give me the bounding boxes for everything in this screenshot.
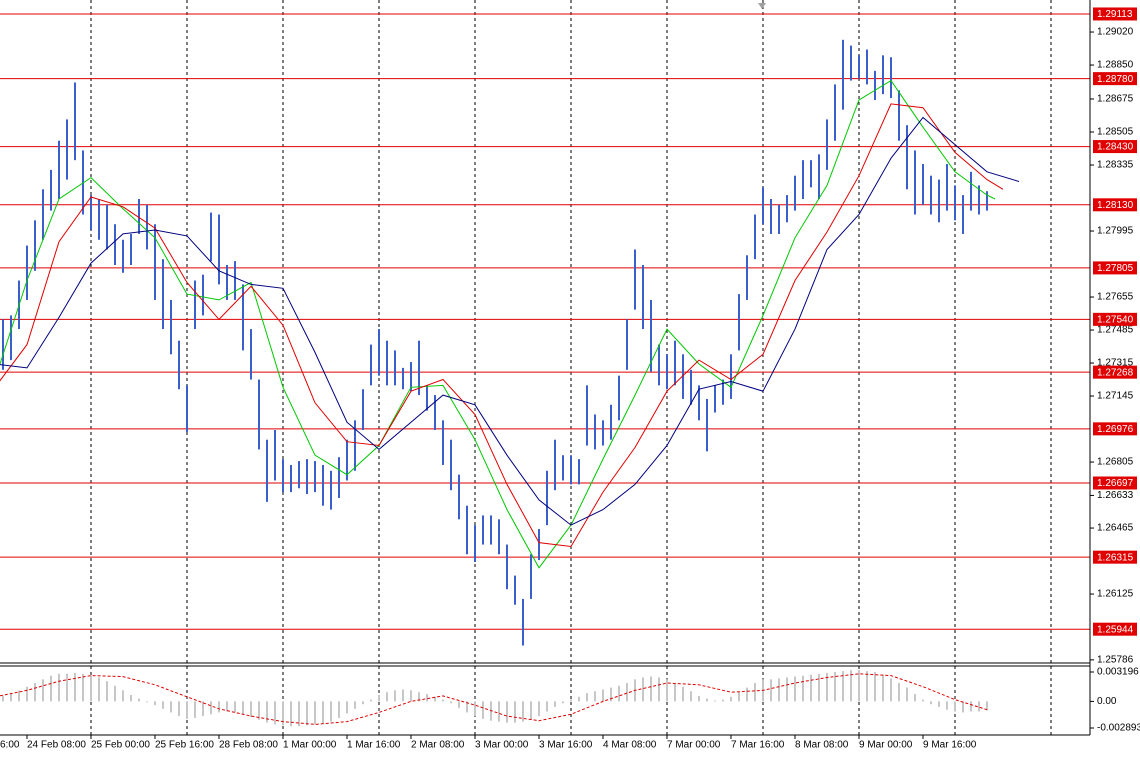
y-tick-label: 0.00: [1097, 696, 1117, 707]
x-tick-label: 9 Mar 16:00: [923, 740, 977, 751]
axes: 1.29020 1.28850 1.28675 1.28505 1.28335 1.279…: [26, 7, 1140, 751]
x-tick-label: 2 Mar 08:00: [411, 740, 465, 751]
level-label-box: [1093, 7, 1137, 21]
level-label: 1.29113: [1097, 9, 1133, 20]
x-tick-label: 6:00: [0, 740, 20, 751]
level-label-box: [1093, 422, 1137, 436]
y-tick-label: 1.27995: [1097, 226, 1134, 237]
y-tick-label: 1.27315: [1097, 358, 1134, 369]
level-label-box: [1093, 550, 1137, 564]
level-label: 1.26976: [1097, 424, 1134, 435]
moving-averages: [0, 79, 1020, 569]
y-tick-label: 1.28675: [1097, 94, 1134, 105]
level-label: 1.25944: [1097, 624, 1134, 635]
y-tick-label: 1.27485: [1097, 325, 1134, 336]
y-tick-label: -0.002893: [1097, 723, 1140, 734]
level-label: 1.27805: [1097, 263, 1134, 274]
level-label-box: [1093, 312, 1137, 326]
x-tick-label: 28 Feb 08:00: [219, 740, 278, 751]
level-label: 1.28430: [1097, 142, 1134, 153]
moving-average: [0, 79, 996, 569]
price-bars: [2, 39, 988, 646]
x-tick-label: 8 Mar 08:00: [795, 740, 849, 751]
x-tick-label: 1 Mar 16:00: [347, 740, 401, 751]
y-tick-label: 1.27655: [1097, 292, 1134, 303]
oscillator: [0, 670, 988, 727]
y-tick-label: 1.27145: [1097, 391, 1134, 402]
level-label-box: [1093, 72, 1137, 86]
level-label-box: [1093, 622, 1137, 636]
level-label-box: [1093, 198, 1137, 212]
y-tick-label: 1.25786: [1097, 655, 1134, 666]
level-label-box: [1093, 365, 1137, 379]
x-tick-label: 25 Feb 16:00: [155, 740, 214, 751]
x-tick-label: 4 Mar 08:00: [603, 740, 657, 751]
y-tick-label: 1.26633: [1097, 490, 1134, 501]
x-tick-label: 1 Mar 00:00: [283, 740, 337, 751]
y-tick-label: 1.26465: [1097, 523, 1134, 534]
signal-line: [0, 673, 988, 725]
moving-average: [0, 116, 1020, 526]
y-tick-label: 1.28505: [1097, 127, 1134, 138]
level-label: 1.26697: [1097, 478, 1134, 489]
x-tick-label: 24 Feb 08:00: [27, 740, 86, 751]
y-tick-label: 1.29020: [1097, 27, 1134, 38]
moving-average: [0, 103, 1004, 548]
level-label: 1.27268: [1097, 367, 1134, 378]
x-tick-label: 7 Mar 00:00: [667, 740, 721, 751]
y-tick-label: 1.28850: [1097, 60, 1134, 71]
levels: [0, 13, 1090, 630]
y-tick-label: 1.26125: [1097, 589, 1134, 600]
y-tick-label: 1.28335: [1097, 160, 1134, 171]
level-label-box: [1093, 261, 1137, 275]
x-tick-label: 25 Feb 00:00: [91, 740, 150, 751]
level-label: 1.28780: [1097, 74, 1134, 85]
x-tick-label: 7 Mar 16:00: [731, 740, 785, 751]
level-label-box: [1093, 140, 1137, 154]
level-label: 1.27540: [1097, 314, 1134, 325]
shift-marker: [758, 3, 766, 9]
y-tick-label: 1.26805: [1097, 457, 1134, 468]
x-tick-label: 3 Mar 00:00: [475, 740, 529, 751]
y-tick-label: 0.003196: [1097, 667, 1139, 678]
x-tick-label: 3 Mar 16:00: [539, 740, 593, 751]
level-label: 1.26315: [1097, 552, 1134, 563]
grid: [90, 0, 1052, 735]
x-tick-label: 9 Mar 00:00: [859, 740, 913, 751]
level-label: 1.28130: [1097, 200, 1134, 211]
level-label-box: [1093, 476, 1137, 490]
